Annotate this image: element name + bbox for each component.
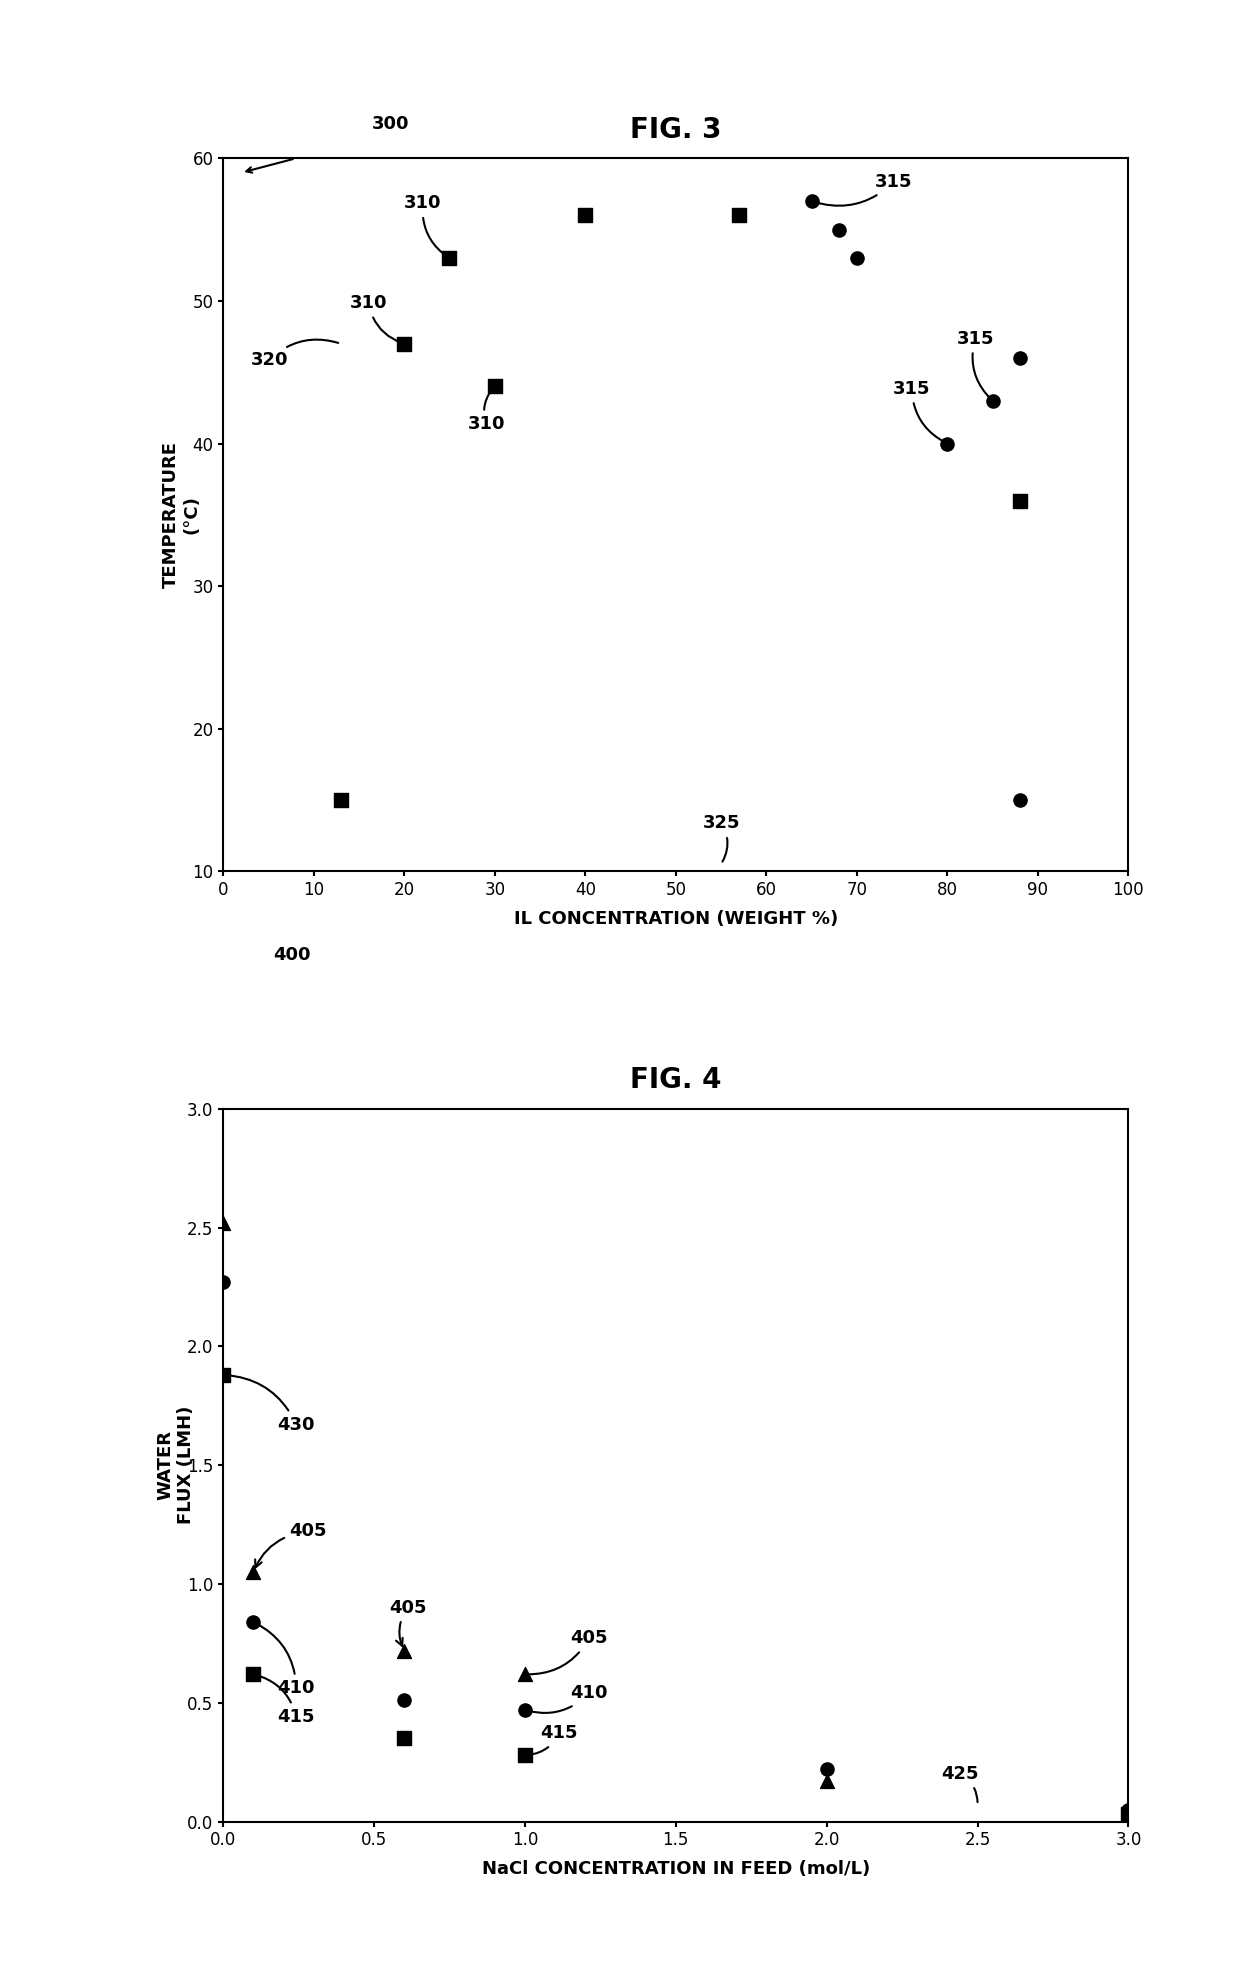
X-axis label: NaCl CONCENTRATION IN FEED (mol/L): NaCl CONCENTRATION IN FEED (mol/L) bbox=[481, 1861, 870, 1879]
Point bbox=[1009, 343, 1029, 374]
Text: 315: 315 bbox=[815, 172, 913, 206]
Point bbox=[243, 1556, 263, 1588]
Text: 320: 320 bbox=[250, 341, 339, 368]
Text: 300: 300 bbox=[372, 115, 409, 133]
Point bbox=[515, 1695, 534, 1727]
Point bbox=[828, 214, 848, 246]
Text: 310: 310 bbox=[467, 388, 505, 434]
Y-axis label: WATER
FLUX (LMH): WATER FLUX (LMH) bbox=[156, 1406, 196, 1525]
Point bbox=[817, 1766, 837, 1798]
Point bbox=[1118, 1794, 1138, 1826]
Text: 410: 410 bbox=[527, 1685, 608, 1713]
Title: FIG. 3: FIG. 3 bbox=[630, 115, 722, 145]
Text: 325: 325 bbox=[703, 814, 740, 861]
Text: 310: 310 bbox=[350, 295, 402, 343]
Point bbox=[394, 329, 414, 360]
Text: 405: 405 bbox=[255, 1523, 327, 1568]
Point bbox=[1009, 485, 1029, 517]
Point bbox=[801, 186, 821, 218]
Title: FIG. 4: FIG. 4 bbox=[630, 1065, 722, 1095]
Text: 410: 410 bbox=[255, 1624, 315, 1697]
Point bbox=[575, 200, 595, 232]
Point bbox=[213, 1358, 233, 1390]
Point bbox=[937, 428, 957, 459]
Text: 400: 400 bbox=[273, 946, 310, 964]
Text: 430: 430 bbox=[226, 1374, 315, 1434]
Point bbox=[847, 242, 867, 273]
Point bbox=[331, 784, 351, 816]
Point bbox=[515, 1659, 534, 1691]
Text: 315: 315 bbox=[893, 380, 945, 442]
Text: 315: 315 bbox=[956, 331, 994, 398]
Point bbox=[485, 370, 505, 402]
Point bbox=[1118, 1798, 1138, 1830]
Point bbox=[213, 1267, 233, 1299]
Text: 415: 415 bbox=[528, 1725, 578, 1754]
Text: 310: 310 bbox=[404, 194, 448, 257]
Text: 425: 425 bbox=[941, 1764, 978, 1802]
Point bbox=[213, 1208, 233, 1239]
Text: 405: 405 bbox=[528, 1630, 608, 1675]
Point bbox=[1009, 784, 1029, 816]
Text: 415: 415 bbox=[255, 1675, 315, 1727]
Point bbox=[394, 1635, 414, 1667]
Point bbox=[439, 242, 459, 273]
X-axis label: IL CONCENTRATION (WEIGHT %): IL CONCENTRATION (WEIGHT %) bbox=[513, 911, 838, 929]
Point bbox=[394, 1685, 414, 1717]
Point bbox=[817, 1754, 837, 1786]
Point bbox=[394, 1723, 414, 1754]
Point bbox=[243, 1659, 263, 1691]
Point bbox=[515, 1738, 534, 1770]
Point bbox=[729, 200, 749, 232]
Text: 405: 405 bbox=[389, 1598, 427, 1645]
Point bbox=[243, 1606, 263, 1637]
Point bbox=[982, 384, 1002, 416]
Y-axis label: TEMPERATURE
(°C): TEMPERATURE (°C) bbox=[162, 442, 201, 588]
